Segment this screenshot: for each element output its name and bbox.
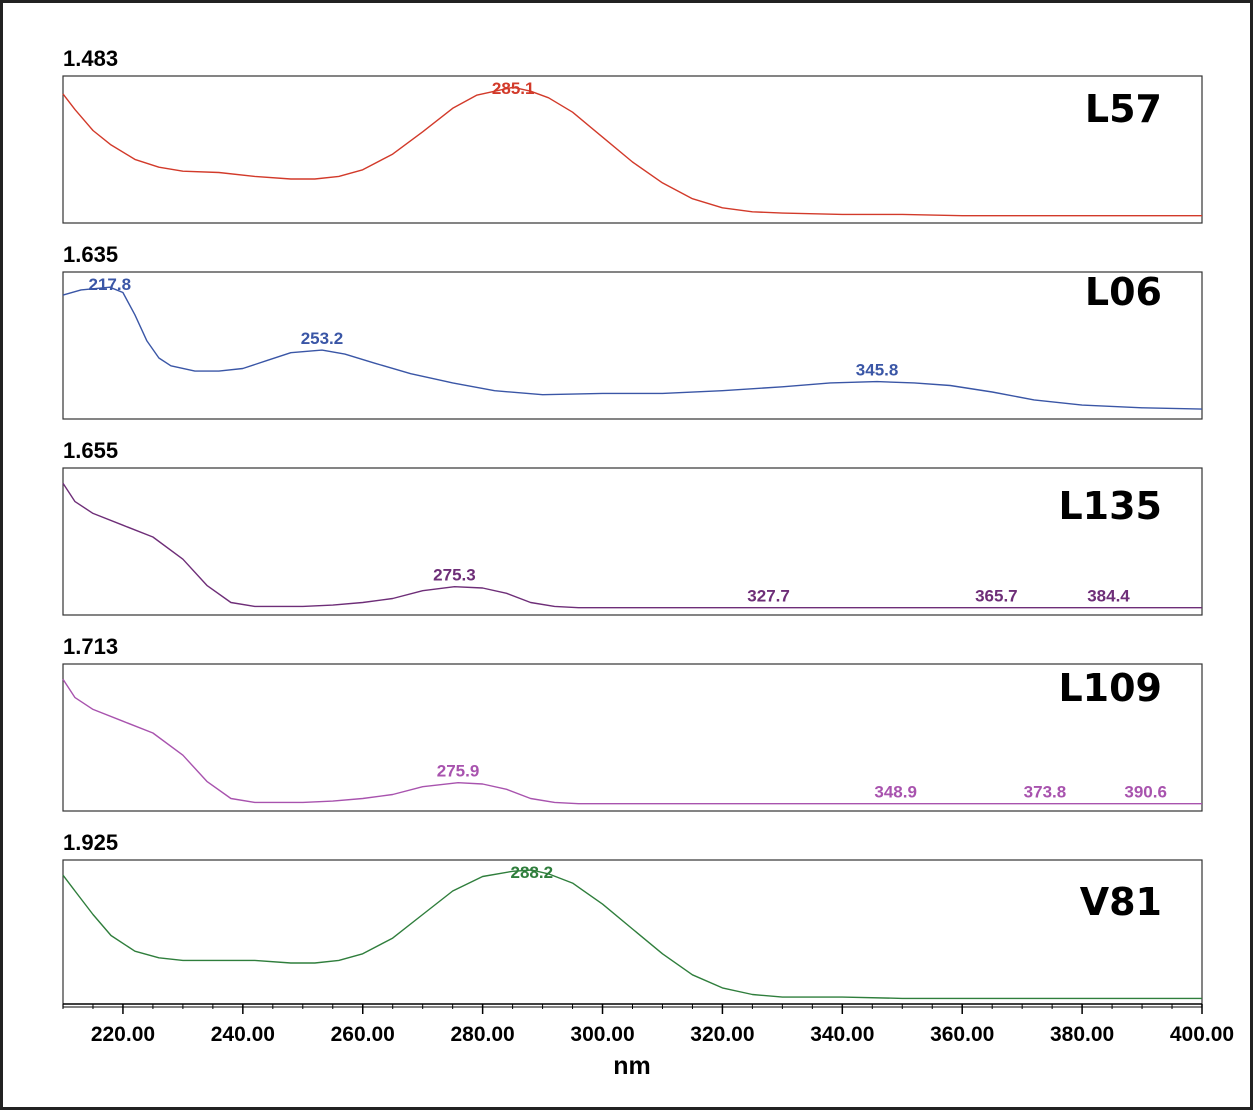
peak-label: 384.4 [1087,587,1130,606]
x-tick-label: 380.00 [1050,1023,1114,1046]
y-max-label: 1.483 [63,46,118,71]
x-tick-label: 260.00 [331,1023,395,1046]
panel-frame [62,75,1203,224]
spectrum-panel-v81: 1.925 V81 288.2 [62,830,1203,1008]
sample-label: V81 [1080,880,1162,924]
peak-label: 285.1 [492,79,535,98]
peak-label: 327.7 [747,587,790,606]
sample-label: L06 [1085,270,1162,314]
sample-label: L135 [1058,484,1162,528]
x-tick-label: 360.00 [930,1023,994,1046]
x-axis: 220.00 240.00 260.00 280.00 300.00 320.00 340.… [62,1003,1234,1080]
spectrum-panel-l135: 1.655 L135 275.3 327.7 365.7 384.4 [62,438,1203,616]
panel-frame [62,663,1203,812]
x-tick-label: 300.00 [570,1023,634,1046]
peak-label: 288.2 [511,863,554,882]
panel-frame [62,271,1203,420]
x-tick-label: 340.00 [810,1023,874,1046]
peak-label: 348.9 [874,783,917,802]
y-max-label: 1.713 [63,634,118,659]
peak-label: 365.7 [975,587,1018,606]
panel-frame [62,467,1203,616]
x-tick-label: 220.00 [91,1023,155,1046]
peak-label: 217.8 [88,275,131,294]
spectrum-line-l109 [62,678,1202,805]
y-max-label: 1.925 [63,830,118,855]
spectrum-panel-l109: 1.713 L109 275.9 348.9 373.8 390.6 [62,634,1203,812]
x-tick-label: 320.00 [690,1023,754,1046]
x-tick-label: 240.00 [211,1023,275,1046]
spectrum-line-l57 [62,86,1202,217]
y-max-label: 1.655 [63,438,118,463]
spectrum-line-l135 [62,482,1202,609]
spectrum-panel-l57: 1.483 L57 285.1 [62,46,1203,224]
peak-label: 345.8 [856,361,899,380]
y-max-label: 1.635 [63,242,118,267]
peak-label: 390.6 [1124,783,1167,802]
sample-label: L109 [1058,666,1162,710]
spectra-panels: 1.483 L57 285.1 1.635 L06 217.8 253.2 345.8 1.65… [62,46,1203,1008]
x-axis-label: nm [613,1052,651,1080]
peak-label: 275.9 [437,762,480,781]
x-tick-label: 280.00 [451,1023,515,1046]
sample-label: L57 [1085,87,1162,131]
peak-label: 253.2 [301,329,344,348]
spectrum-panel-l06: 1.635 L06 217.8 253.2 345.8 [62,242,1203,420]
peak-label: 373.8 [1024,783,1067,802]
spectrum-line-l06 [62,286,1203,410]
peak-label: 275.3 [433,566,476,585]
spectrum-line-v81 [62,869,1202,1000]
x-tick-label: 400.00 [1170,1023,1234,1046]
